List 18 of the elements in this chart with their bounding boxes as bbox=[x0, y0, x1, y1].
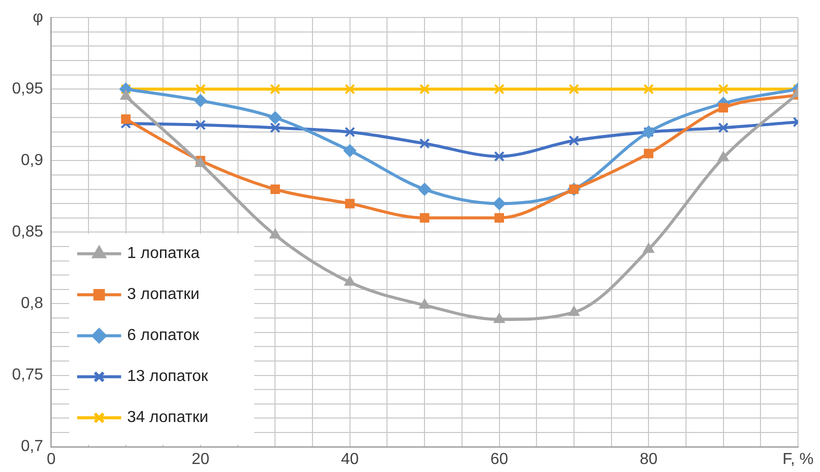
y-tick-label: 0,8 bbox=[20, 295, 44, 312]
legend-label: 34 лопатки bbox=[127, 409, 208, 426]
x-tick-label: 60 bbox=[490, 450, 508, 468]
y-tick-label: 0,7 bbox=[20, 438, 44, 456]
x-tick-label: 0 bbox=[46, 450, 56, 468]
y-tick-label: 0,75 bbox=[12, 366, 44, 384]
x-tick-label: F, % bbox=[782, 450, 814, 468]
legend-label: 1 лопатка bbox=[127, 245, 200, 262]
x-tick-label: 20 bbox=[192, 450, 210, 468]
y-tick-label: 0,85 bbox=[12, 224, 44, 241]
y-tick-label: φ bbox=[32, 9, 44, 26]
y-tick-label: 0,95 bbox=[12, 80, 44, 98]
y-tick-label: 0,9 bbox=[20, 152, 44, 170]
legend-label: 6 лопаток bbox=[127, 327, 200, 344]
legend-label: 13 лопаток bbox=[127, 368, 210, 386]
legend-label: 3 лопатки bbox=[127, 286, 200, 304]
x-tick-label: 80 bbox=[640, 450, 658, 468]
x-tick-label: 40 bbox=[340, 450, 359, 468]
